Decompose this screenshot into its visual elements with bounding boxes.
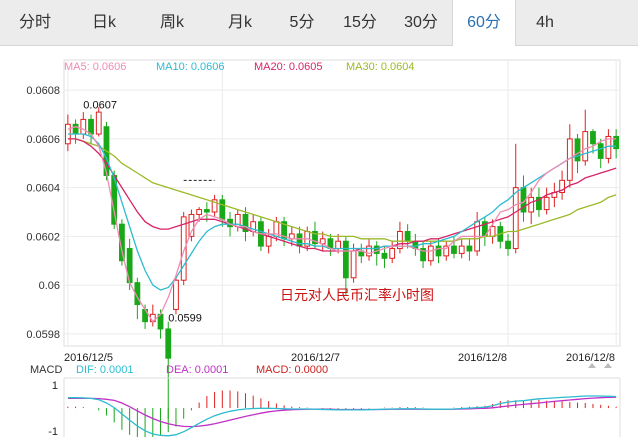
candle-body (381, 252, 388, 259)
dea-line (67, 396, 617, 428)
candle-body (505, 240, 511, 250)
tab-3[interactable]: 月k (227, 14, 252, 31)
macd-legend-dea: DEA: 0.0001 (166, 364, 228, 376)
y-tick-label: 0.0598 (26, 329, 60, 341)
candle-body (188, 213, 195, 237)
tab-5[interactable]: 15分 (343, 14, 377, 31)
main-plot-frame (63, 59, 621, 347)
tab-0[interactable]: 分时 (18, 14, 51, 31)
candle-body (173, 279, 179, 310)
x-tick-label: 2016/12/7 (291, 352, 340, 364)
candle-body (80, 118, 87, 135)
high-annotation: 0.0607 (83, 100, 117, 112)
macd-legend-macd: MACD: 0.0000 (256, 364, 328, 376)
legend-ma10: MA10: 0.0606 (156, 61, 225, 73)
candle-body (219, 199, 226, 220)
low-annotation: 0.0599 (168, 312, 202, 324)
candle-body (427, 245, 434, 262)
x-tick-label: 2016/12/8 (458, 352, 507, 364)
macd-histogram (67, 390, 617, 437)
candle-body (528, 196, 535, 213)
candle-body (203, 209, 210, 213)
candle-body (211, 199, 218, 213)
legend-ma30: MA30: 0.0604 (346, 61, 415, 73)
candle-body (389, 248, 396, 259)
candle-body (582, 131, 589, 162)
candle-body (72, 123, 79, 135)
period-tab-bar: 分时 日k 周k 月k 5分 15分 30分 60分 4h (0, 0, 638, 46)
candle-body (435, 245, 442, 257)
legend-ma20: MA20: 0.0605 (254, 61, 323, 73)
candle-body (180, 216, 187, 281)
x-tick-label: 2016/12/5 (64, 352, 113, 364)
candle-body (265, 235, 272, 247)
ma20-line (67, 138, 617, 252)
ma30-line (67, 138, 617, 242)
candle-body (597, 143, 604, 159)
candle-body (165, 328, 172, 359)
y-tick-label: 0.06 (39, 280, 60, 292)
candle-body (559, 179, 565, 194)
chart-title: 日元对人民币汇率小时图 (280, 287, 434, 303)
candle-body (590, 131, 596, 145)
candle-body (373, 245, 380, 254)
ma5-line (67, 126, 617, 323)
candle-body (312, 230, 318, 245)
x-tick-label: 2016/12/8 (566, 352, 615, 364)
candle-body (196, 209, 203, 215)
candle-body (451, 245, 457, 254)
candle-body (95, 111, 102, 135)
macd-legend-dif: DIF: 0.0001 (76, 364, 133, 376)
candle-body (574, 138, 581, 162)
candle-body (536, 196, 542, 211)
y-tick-label: 0.0606 (26, 134, 60, 146)
tab-4[interactable]: 5分 (289, 14, 315, 31)
candle-body (458, 245, 465, 254)
dif-line (67, 395, 617, 437)
ma10-line (67, 133, 617, 291)
candle-body (242, 213, 249, 232)
candle-body (420, 248, 426, 262)
candle-body (613, 135, 620, 150)
candle-body (342, 240, 349, 279)
y-tick-label: 0.0608 (26, 85, 60, 97)
candles (64, 107, 620, 420)
candle-body (366, 245, 372, 257)
legend-ma5: MA5: 0.0606 (64, 61, 126, 73)
macd-legend-label: MACD (30, 364, 62, 376)
candle-body (443, 245, 450, 257)
tab-6[interactable]: 30分 (404, 14, 438, 31)
candle-body (335, 240, 342, 250)
up-arrow-icon (604, 363, 612, 368)
candle-body (397, 230, 403, 250)
up-arrow-icon (588, 363, 596, 368)
tab-8[interactable]: 4h (536, 14, 554, 31)
candle-body (512, 187, 519, 250)
candle-body (350, 250, 357, 279)
candle-body (543, 196, 550, 211)
tab-7[interactable]: 60分 (452, 0, 516, 46)
candle-body (404, 230, 411, 242)
y-tick-label: 0.0604 (26, 183, 60, 195)
macd-y-tick-label: -1 (48, 426, 58, 437)
tab-1[interactable]: 日k (91, 14, 116, 31)
candle-body (88, 118, 94, 135)
macd-y-tick-label: 1 (52, 380, 58, 392)
candle-body (119, 223, 125, 262)
forex-chart: 0.0608 0.0606 0.0604 0.0602 0.06 0.0598 MA5: 0… (26, 59, 621, 437)
candle-body (466, 245, 473, 252)
y-tick-label: 0.0602 (26, 231, 60, 243)
tab-2[interactable]: 周k (159, 14, 184, 31)
